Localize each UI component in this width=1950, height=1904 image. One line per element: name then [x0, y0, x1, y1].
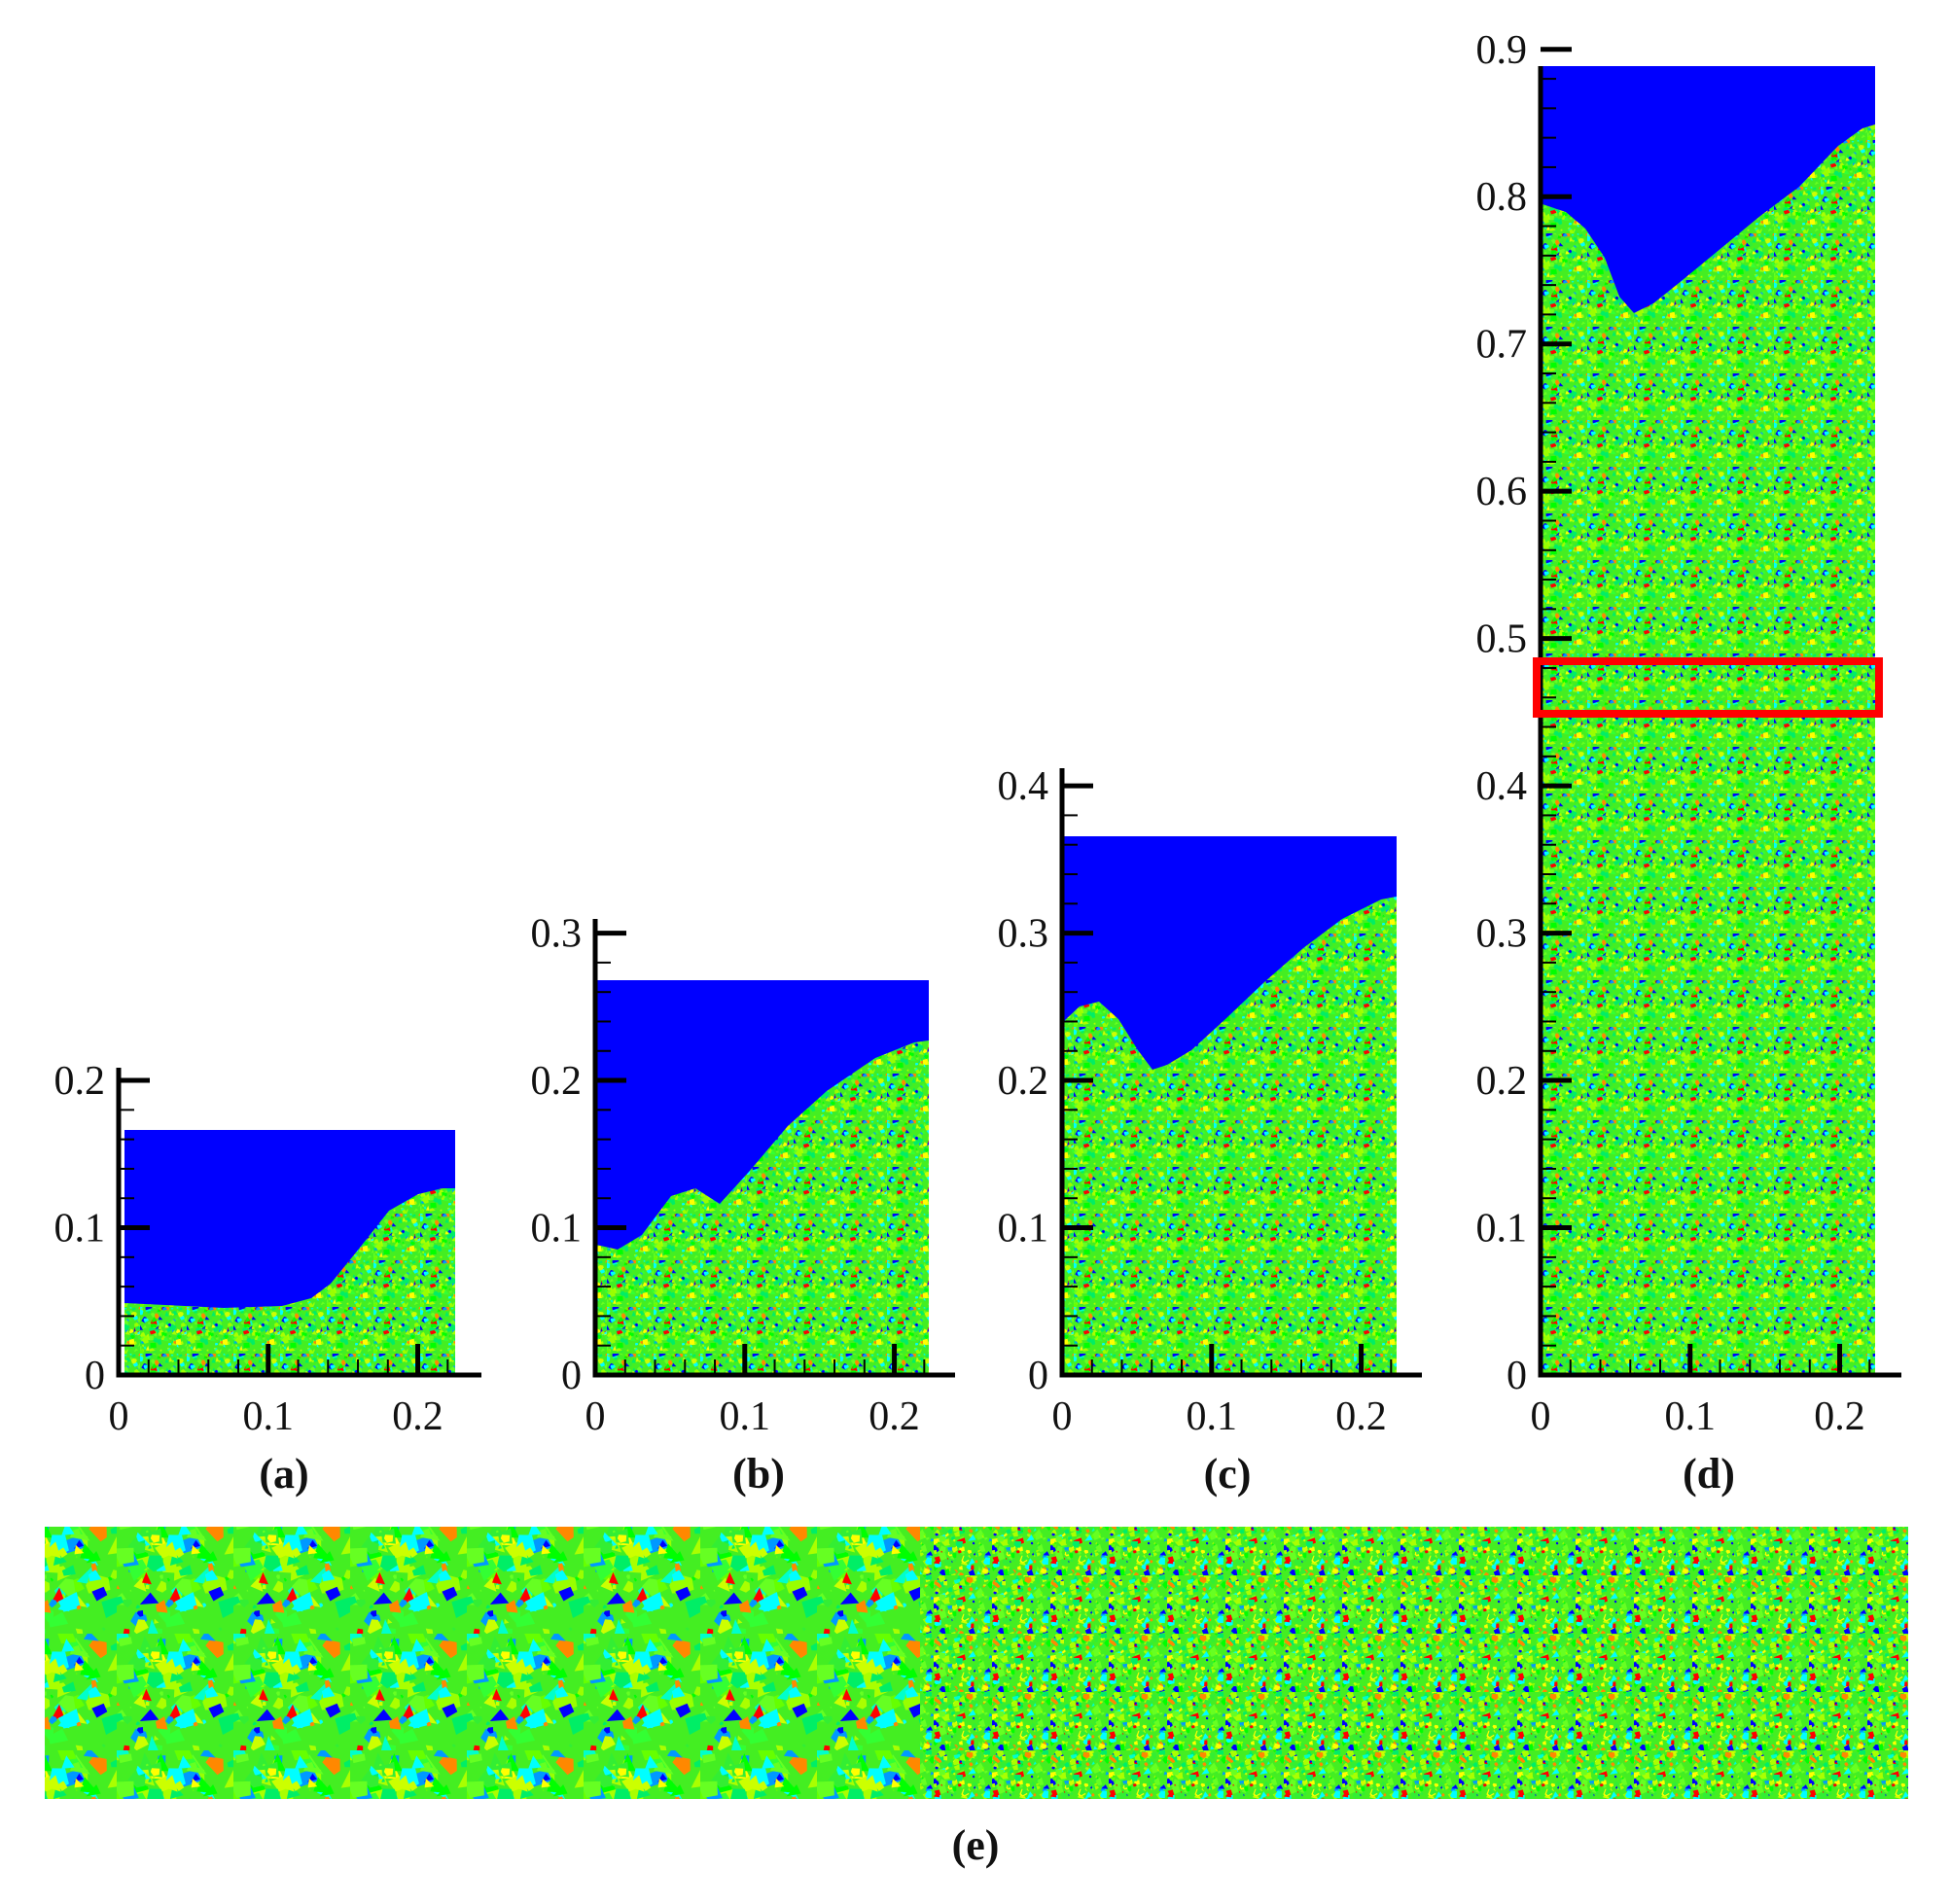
panel-b-caption: (b) [732, 1450, 785, 1498]
y-tick-label: 0.5 [1476, 617, 1528, 662]
x-tick-label: 0.2 [1814, 1394, 1865, 1439]
panel-b-particle-bed [596, 1040, 929, 1375]
y-tick-label: 0.2 [998, 1059, 1049, 1104]
panel-c-particle-bed [1064, 897, 1397, 1375]
x-tick-label: 0 [109, 1394, 129, 1439]
panel-a-caption: (a) [259, 1450, 308, 1498]
y-tick-label: 0.3 [998, 912, 1049, 957]
x-tick-label: 0.1 [1665, 1394, 1717, 1439]
panel-b: 0 0.1 0.2 0.3 0 0.1 0.2 (b) [531, 912, 955, 1498]
y-tick-label: 0.8 [1476, 175, 1528, 220]
panel-a-particle-bed [124, 1188, 455, 1375]
panel-d: 0 0.1 0.2 0.3 0.4 0.5 0.6 0.7 0.8 0.9 0 0.1 0.2 (d) [1476, 28, 1901, 1498]
x-tick-label: 0.1 [720, 1394, 771, 1439]
y-tick-label: 0 [1028, 1354, 1048, 1398]
panel-c-ticks: 0 0.1 0.2 0.3 0.4 0 0.1 0.2 [998, 764, 1393, 1439]
y-tick-label: 0.7 [1476, 323, 1528, 368]
y-tick-label: 0.2 [531, 1059, 583, 1104]
y-tick-label: 0.1 [998, 1207, 1049, 1252]
y-tick-label: 0.6 [1476, 470, 1528, 514]
panel-e: (e) [45, 1527, 1908, 1869]
x-tick-label: 0.1 [243, 1394, 295, 1439]
y-tick-label: 0.3 [1476, 912, 1528, 957]
x-tick-label: 0.2 [1335, 1394, 1387, 1439]
x-tick-label: 0 [1052, 1394, 1073, 1439]
panel-d-caption: (d) [1683, 1450, 1735, 1498]
x-tick-label: 0 [1531, 1394, 1551, 1439]
panel-d-particle-bed [1542, 124, 1875, 1375]
y-tick-label: 0.2 [54, 1059, 106, 1104]
y-tick-label: 0 [1507, 1354, 1527, 1398]
panel-a: 0 0.1 0.2 0 0.1 0.2 (a) [54, 1059, 481, 1498]
y-tick-label: 0.4 [1476, 764, 1528, 809]
panel-c: 0 0.1 0.2 0.3 0.4 0 0.1 0.2 (c) [998, 764, 1422, 1498]
panel-b-ticks: 0 0.1 0.2 0.3 0 0.1 0.2 [531, 912, 926, 1439]
y-tick-label: 0.4 [998, 764, 1049, 809]
panel-a-ticks: 0 0.1 0.2 0 0.1 0.2 [54, 1059, 449, 1439]
x-tick-label: 0 [585, 1394, 606, 1439]
y-tick-label: 0.1 [531, 1207, 583, 1252]
panel-e-coarse-region [45, 1527, 920, 1799]
y-tick-label: 0 [85, 1354, 105, 1398]
panel-e-caption: (e) [952, 1821, 1000, 1869]
y-tick-label: 0.2 [1476, 1059, 1528, 1104]
y-tick-label: 0.1 [1476, 1207, 1528, 1252]
panel-d-wall-scatter [1542, 309, 1566, 428]
x-tick-label: 0.2 [869, 1394, 920, 1439]
y-tick-label: 0.3 [531, 912, 583, 957]
panel-d-ticks: 0 0.1 0.2 0.3 0.4 0.5 0.6 0.7 0.8 0.9 0 0.1 0.2 [1476, 28, 1871, 1439]
panel-c-caption: (c) [1204, 1450, 1252, 1498]
x-tick-label: 0.2 [392, 1394, 443, 1439]
y-tick-label: 0.9 [1476, 28, 1528, 73]
panel-d-highlight-box [1533, 657, 1883, 718]
y-tick-label: 0.1 [54, 1207, 106, 1252]
panel-e-fine-region [920, 1527, 1908, 1799]
y-tick-label: 0 [561, 1354, 582, 1398]
x-tick-label: 0.1 [1187, 1394, 1238, 1439]
